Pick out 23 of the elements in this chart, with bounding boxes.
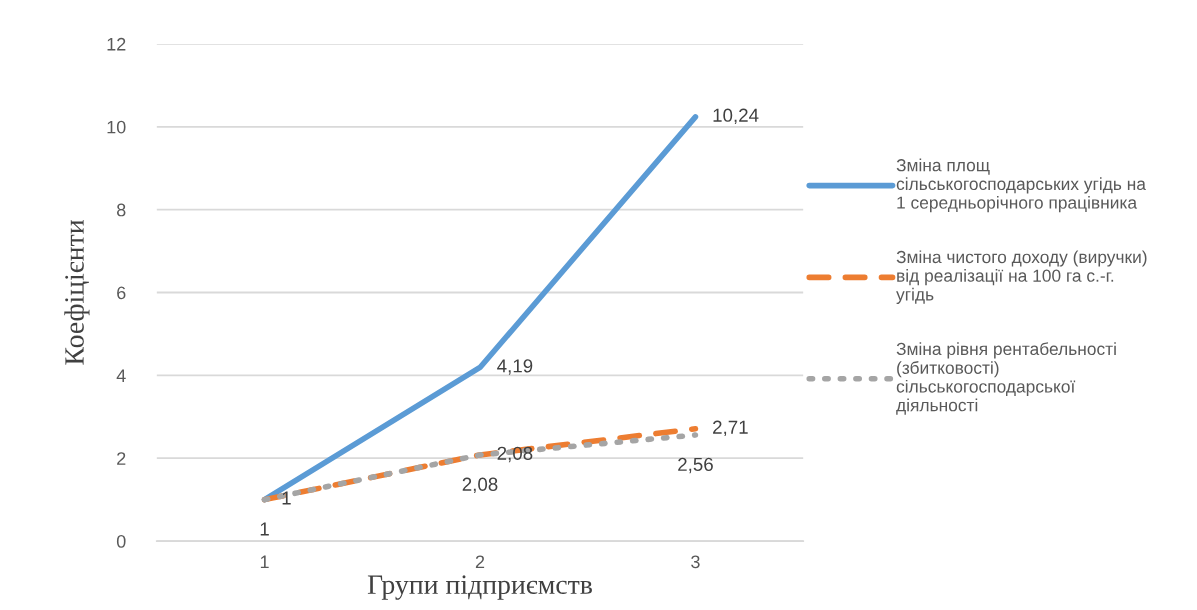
data-label: 2,08 xyxy=(497,446,533,463)
x-tick-label: 1 xyxy=(260,555,269,569)
x-tick-label: 3 xyxy=(691,555,700,569)
y-tick-label: 4 xyxy=(116,369,126,382)
data-label: 1 xyxy=(282,491,291,505)
y-tick-label: 8 xyxy=(117,203,126,217)
data-label: 2,71 xyxy=(713,420,748,437)
data-label: 1 xyxy=(260,522,269,536)
data-label: 10,24 xyxy=(713,108,759,125)
data-label: 4,19 xyxy=(497,359,533,375)
x-tick-label: 2 xyxy=(475,555,485,569)
legend-label: Зміна рівня рентабельності (збитковості) сільськогосподарської діяльності xyxy=(896,342,1116,415)
y-tick-label: 10 xyxy=(107,120,126,134)
y-axis-title: Коефіцієнти xyxy=(64,220,90,365)
data-label: 2,08 xyxy=(462,477,498,494)
legend-label: Зміна площ сільськогосподарських угідь на 1 середньорічного працівника xyxy=(896,158,1146,213)
x-axis-title: Групи підприємств xyxy=(367,575,592,600)
y-tick-label: 2 xyxy=(117,452,126,465)
y-tick-label: 12 xyxy=(107,37,126,51)
y-tick-label: 6 xyxy=(117,286,126,300)
y-tick-label: 0 xyxy=(116,535,126,548)
data-label: 2,56 xyxy=(678,457,713,474)
legend-label: Зміна чистого доходу (виручки) від реалізації на 100 га с.-г. угідь xyxy=(896,250,1147,304)
